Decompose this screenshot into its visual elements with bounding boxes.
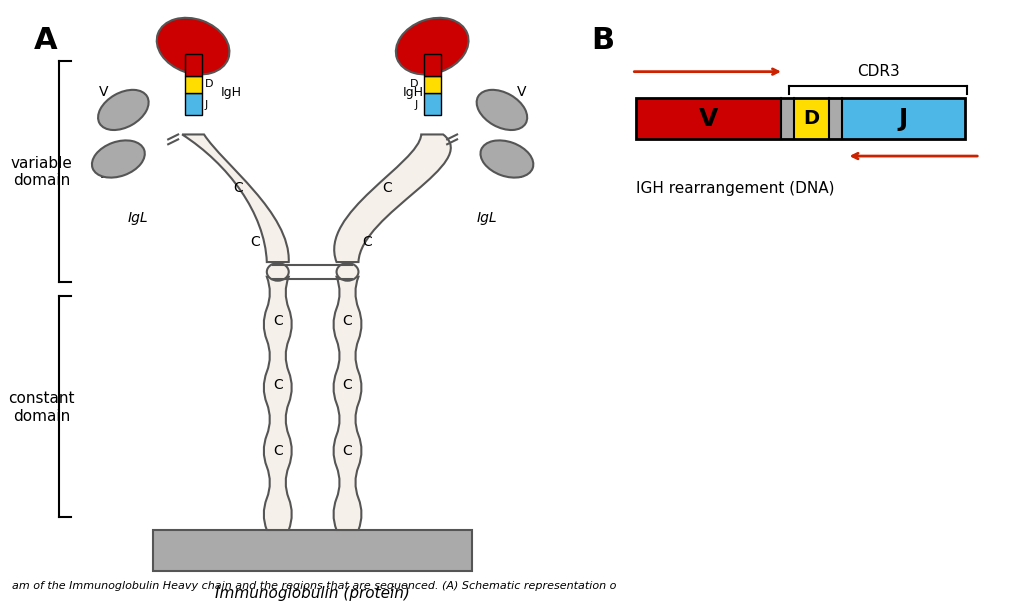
Text: J: J <box>520 164 524 178</box>
Text: C: C <box>343 444 352 459</box>
Text: C: C <box>362 235 372 249</box>
Text: V: V <box>99 85 108 99</box>
Text: IGH rearrangement (DNA): IGH rearrangement (DNA) <box>636 181 834 196</box>
Text: D: D <box>409 79 418 90</box>
Text: C: C <box>273 444 282 459</box>
Bar <box>636 98 964 140</box>
Text: B: B <box>591 26 614 55</box>
Text: A: A <box>33 26 58 55</box>
Text: V: V <box>205 60 212 70</box>
Bar <box>424 93 440 115</box>
Text: J: J <box>101 164 105 178</box>
Text: Immunoglobulin (protein): Immunoglobulin (protein) <box>215 586 409 601</box>
Ellipse shape <box>337 263 358 281</box>
Text: IgH: IgH <box>402 85 423 99</box>
Text: D: D <box>205 79 213 90</box>
Bar <box>780 98 793 140</box>
Text: J: J <box>898 107 907 131</box>
Ellipse shape <box>476 90 527 130</box>
Bar <box>424 76 440 93</box>
Text: am of the Immunoglobulin Heavy chain and the regions that are sequenced. (A) Sch: am of the Immunoglobulin Heavy chain and… <box>12 581 616 591</box>
Bar <box>184 76 201 93</box>
Ellipse shape <box>395 18 468 75</box>
Text: C: C <box>343 377 352 392</box>
Text: J: J <box>205 100 208 110</box>
Text: C: C <box>343 314 352 328</box>
Bar <box>424 54 440 76</box>
Text: IgH: IgH <box>220 85 242 99</box>
Bar <box>828 98 841 140</box>
Text: IgL: IgL <box>476 211 496 225</box>
Bar <box>184 54 201 76</box>
Ellipse shape <box>267 263 288 281</box>
Text: V: V <box>517 85 526 99</box>
PathPatch shape <box>334 277 361 530</box>
PathPatch shape <box>334 134 450 262</box>
FancyBboxPatch shape <box>153 530 471 571</box>
PathPatch shape <box>264 277 291 530</box>
PathPatch shape <box>182 134 288 262</box>
Text: CDR3: CDR3 <box>855 64 899 78</box>
Ellipse shape <box>98 90 149 130</box>
Bar <box>636 98 780 140</box>
Ellipse shape <box>157 18 229 75</box>
Text: C: C <box>273 377 282 392</box>
Ellipse shape <box>92 140 145 178</box>
Text: C: C <box>233 181 243 196</box>
Text: C: C <box>382 181 392 196</box>
Text: J: J <box>415 100 418 110</box>
Bar <box>841 98 964 140</box>
Text: constant
domain: constant domain <box>8 391 75 424</box>
Text: variable
domain: variable domain <box>11 155 73 188</box>
Text: V: V <box>410 60 418 70</box>
Text: C: C <box>273 314 282 328</box>
Bar <box>184 93 201 115</box>
Bar <box>793 98 828 140</box>
Text: IgL: IgL <box>127 211 149 225</box>
Text: V: V <box>699 107 718 131</box>
Text: C: C <box>250 235 260 249</box>
Text: D: D <box>803 109 819 128</box>
Ellipse shape <box>480 140 533 178</box>
